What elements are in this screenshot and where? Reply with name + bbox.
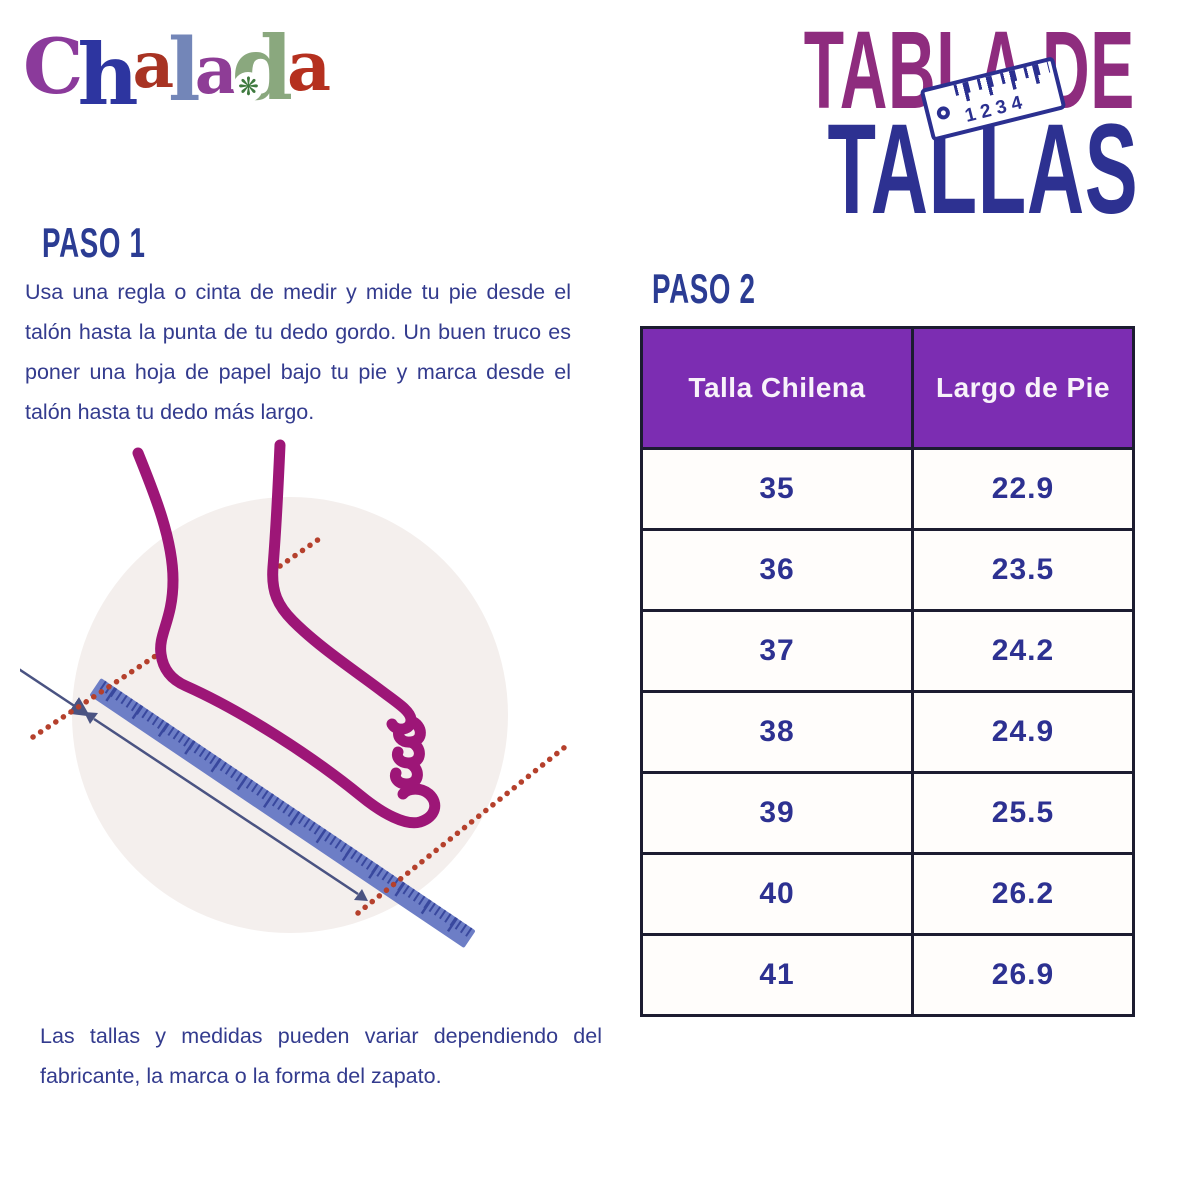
instruction-line: talón hasta la punta de tu dedo gordo. U…	[25, 320, 571, 344]
logo-letter: a	[132, 28, 175, 103]
column-header-largo: Largo de Pie	[914, 329, 1132, 447]
logo-letter: d ❋	[231, 24, 293, 112]
brand-logo: Chalad ❋ a	[23, 18, 332, 117]
ruler-hole	[935, 105, 952, 121]
instruction-line: talón hasta tu dedo más largo.	[25, 400, 315, 424]
size-disclaimer: Las tallas y medidas pueden variar depen…	[40, 1016, 602, 1096]
disclaimer-line: Las tallas y medidas pueden variar depen…	[40, 1024, 602, 1048]
instruction-line: poner una hoja de papel bajo tu pie y ma…	[25, 360, 571, 384]
dotted-guide-heel	[30, 650, 163, 740]
foot-outline	[132, 439, 441, 829]
table-cell-largo: 22.9	[914, 450, 1132, 528]
logo-letter-d: d	[231, 16, 294, 120]
arrowhead-left	[84, 712, 98, 724]
logo-letter: l	[168, 20, 201, 121]
logo-letter: C	[23, 22, 84, 111]
table-cell-talla: 37	[643, 612, 911, 690]
table-cell-talla: 38	[643, 693, 911, 771]
table-cell-largo: 26.2	[914, 855, 1132, 933]
flower-icon: ❋	[233, 72, 264, 102]
table-cell-talla: 39	[643, 774, 911, 852]
table-cell-talla: 40	[643, 855, 911, 933]
table-cell-largo: 24.9	[914, 693, 1132, 771]
measure-arrow-line	[93, 717, 359, 896]
table-cell-largo: 25.5	[914, 774, 1132, 852]
table-cell-talla: 36	[643, 531, 911, 609]
instruction-line: Usa una regla o cinta de medir y mide tu…	[25, 280, 571, 304]
step1-heading: PASO 1	[42, 219, 146, 266]
measure-arrow	[20, 513, 91, 717]
arrowhead-right	[354, 889, 368, 901]
logo-letter: a	[287, 27, 332, 107]
table-cell-talla: 35	[643, 450, 911, 528]
column-header-talla: Talla Chilena	[643, 329, 911, 447]
dotted-guide-ankle	[277, 534, 325, 569]
step1-instructions: Usa una regla o cinta de medir y mide tu…	[25, 272, 571, 432]
table-cell-talla: 41	[643, 936, 911, 1014]
size-table: Talla Chilena Largo de Pie 35 22.9 36 23…	[640, 326, 1135, 1017]
logo-letter: h	[77, 25, 139, 124]
logo-letter: a	[194, 31, 238, 109]
measuring-ruler	[90, 678, 475, 948]
foot-measure-illustration	[20, 439, 568, 948]
table-cell-largo: 24.2	[914, 612, 1132, 690]
dotted-guide-toe	[355, 744, 568, 916]
table-cell-largo: 26.9	[914, 936, 1132, 1014]
step2-heading: PASO 2	[652, 265, 756, 312]
disclaimer-line: fabricante, la marca o la forma del zapa…	[40, 1064, 442, 1088]
table-cell-largo: 23.5	[914, 531, 1132, 609]
